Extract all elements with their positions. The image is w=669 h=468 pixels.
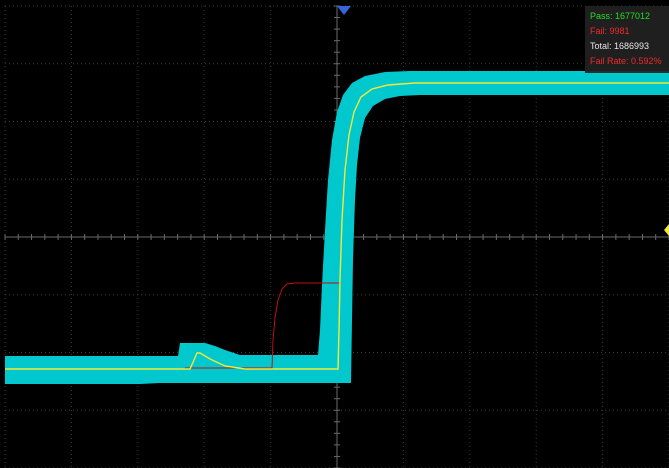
mask-envelope [5,71,669,384]
fail-count: Fail: 9981 [590,26,630,36]
channel1-waveform-trace [5,82,669,370]
trigger-position-marker[interactable] [337,6,351,15]
pass-count: Pass: 1677012 [590,11,651,21]
fail-rate: Fail Rate: 0.592% [590,56,662,66]
trigger-level-marker[interactable] [664,224,669,236]
mask-test-statistics-panel: Pass: 1677012 Fail: 9981 Total: 1686993 … [585,6,669,73]
fail-waveform-trace [185,282,341,369]
total-count: Total: 1686993 [590,41,650,51]
